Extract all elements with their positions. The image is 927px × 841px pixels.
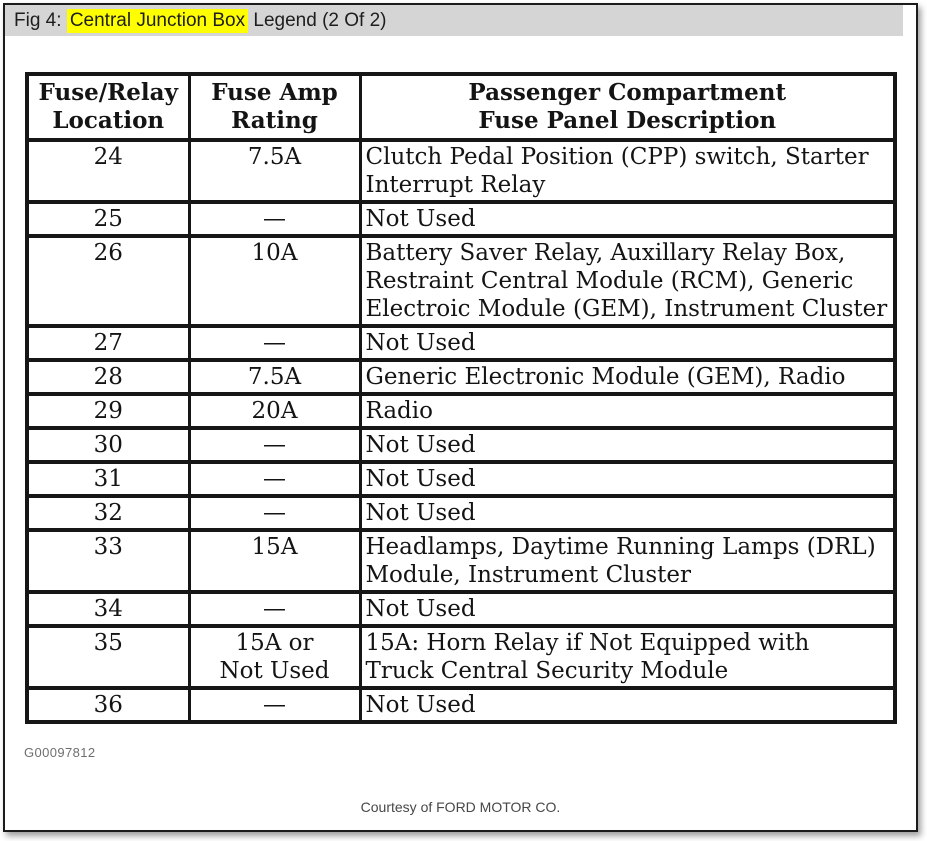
rating-cell: 20A xyxy=(187,392,362,430)
description-cell: Radio xyxy=(358,392,897,430)
rating-cell: — xyxy=(187,686,362,724)
rating-cell: 15A xyxy=(187,528,362,594)
table-row-fuse-34: 34 — Not Used xyxy=(25,590,897,628)
table-row-fuse-32: 32 — Not Used xyxy=(25,494,897,532)
figure-title-bar: Fig 4: Central Junction Box Legend (2 Of… xyxy=(5,5,903,36)
table-row-fuse-30: 30 — Not Used xyxy=(25,426,897,464)
col-header-panel-description: Passenger Compartment Fuse Panel Descrip… xyxy=(358,72,897,142)
description-cell: Headlamps, Daytime Running Lamps (DRL) M… xyxy=(358,528,897,594)
col-header-fuse-relay-location: Fuse/Relay Location xyxy=(25,72,191,142)
table-row-fuse-25: 25 — Not Used xyxy=(25,200,897,238)
figure-title-highlight: Central Junction Box xyxy=(66,8,249,33)
description-cell: Not Used xyxy=(358,200,897,238)
rating-cell: 7.5A xyxy=(187,138,362,204)
location-cell: 36 xyxy=(25,686,191,724)
table-row-fuse-29: 29 20A Radio xyxy=(25,392,897,430)
rating-cell: 15A or Not Used xyxy=(187,624,362,690)
rating-cell: — xyxy=(187,324,362,362)
rating-cell: — xyxy=(187,494,362,532)
description-cell: 15A: Horn Relay if Not Equipped with Tru… xyxy=(358,624,897,690)
description-cell: Not Used xyxy=(358,324,897,362)
location-cell: 33 xyxy=(25,528,191,594)
rating-cell: — xyxy=(187,426,362,464)
rating-cell: — xyxy=(187,460,362,498)
table-row-fuse-35: 35 15A or Not Used 15A: Horn Relay if No… xyxy=(25,624,897,690)
description-cell: Battery Saver Relay, Auxillary Relay Box… xyxy=(358,234,897,328)
location-cell: 26 xyxy=(25,234,191,328)
location-cell: 31 xyxy=(25,460,191,498)
description-cell: Not Used xyxy=(358,590,897,628)
description-cell: Clutch Pedal Position (CPP) switch, Star… xyxy=(358,138,897,204)
table-row-fuse-24: 24 7.5A Clutch Pedal Position (CPP) swit… xyxy=(25,138,897,204)
location-cell: 30 xyxy=(25,426,191,464)
description-cell: Generic Electronic Module (GEM), Radio xyxy=(358,358,897,396)
table-row-fuse-26: 26 10A Battery Saver Relay, Auxillary Re… xyxy=(25,234,897,328)
location-cell: 24 xyxy=(25,138,191,204)
table-row-fuse-28: 28 7.5A Generic Electronic Module (GEM),… xyxy=(25,358,897,396)
location-cell: 27 xyxy=(25,324,191,362)
document-frame: Fig 4: Central Junction Box Legend (2 Of… xyxy=(3,3,918,832)
location-cell: 35 xyxy=(25,624,191,690)
table-container: Fuse/Relay Location Fuse Amp Rating Pass… xyxy=(25,72,916,724)
table-row-fuse-31: 31 — Not Used xyxy=(25,460,897,498)
figure-code: G00097812 xyxy=(24,745,96,760)
description-cell: Not Used xyxy=(358,426,897,464)
table-row-fuse-33: 33 15A Headlamps, Daytime Running Lamps … xyxy=(25,528,897,594)
rating-cell: 10A xyxy=(187,234,362,328)
location-cell: 34 xyxy=(25,590,191,628)
rating-cell: — xyxy=(187,200,362,238)
location-cell: 25 xyxy=(25,200,191,238)
location-cell: 29 xyxy=(25,392,191,430)
figure-title-suffix: Legend (2 Of 2) xyxy=(248,9,387,31)
figure-title-prefix: Fig 4: xyxy=(14,9,67,31)
location-cell: 28 xyxy=(25,358,191,396)
rating-cell: — xyxy=(187,590,362,628)
table-header-row: Fuse/Relay Location Fuse Amp Rating Pass… xyxy=(25,72,897,142)
location-cell: 32 xyxy=(25,494,191,532)
table-row-fuse-27: 27 — Not Used xyxy=(25,324,897,362)
col-header-fuse-amp-rating: Fuse Amp Rating xyxy=(187,72,362,142)
courtesy-note: Courtesy of FORD MOTOR CO. xyxy=(360,799,561,815)
description-cell: Not Used xyxy=(358,686,897,724)
description-cell: Not Used xyxy=(358,494,897,532)
description-cell: Not Used xyxy=(358,460,897,498)
table-row-fuse-36: 36 — Not Used xyxy=(25,686,897,724)
fuse-legend-table: Fuse/Relay Location Fuse Amp Rating Pass… xyxy=(25,72,897,724)
rating-cell: 7.5A xyxy=(187,358,362,396)
